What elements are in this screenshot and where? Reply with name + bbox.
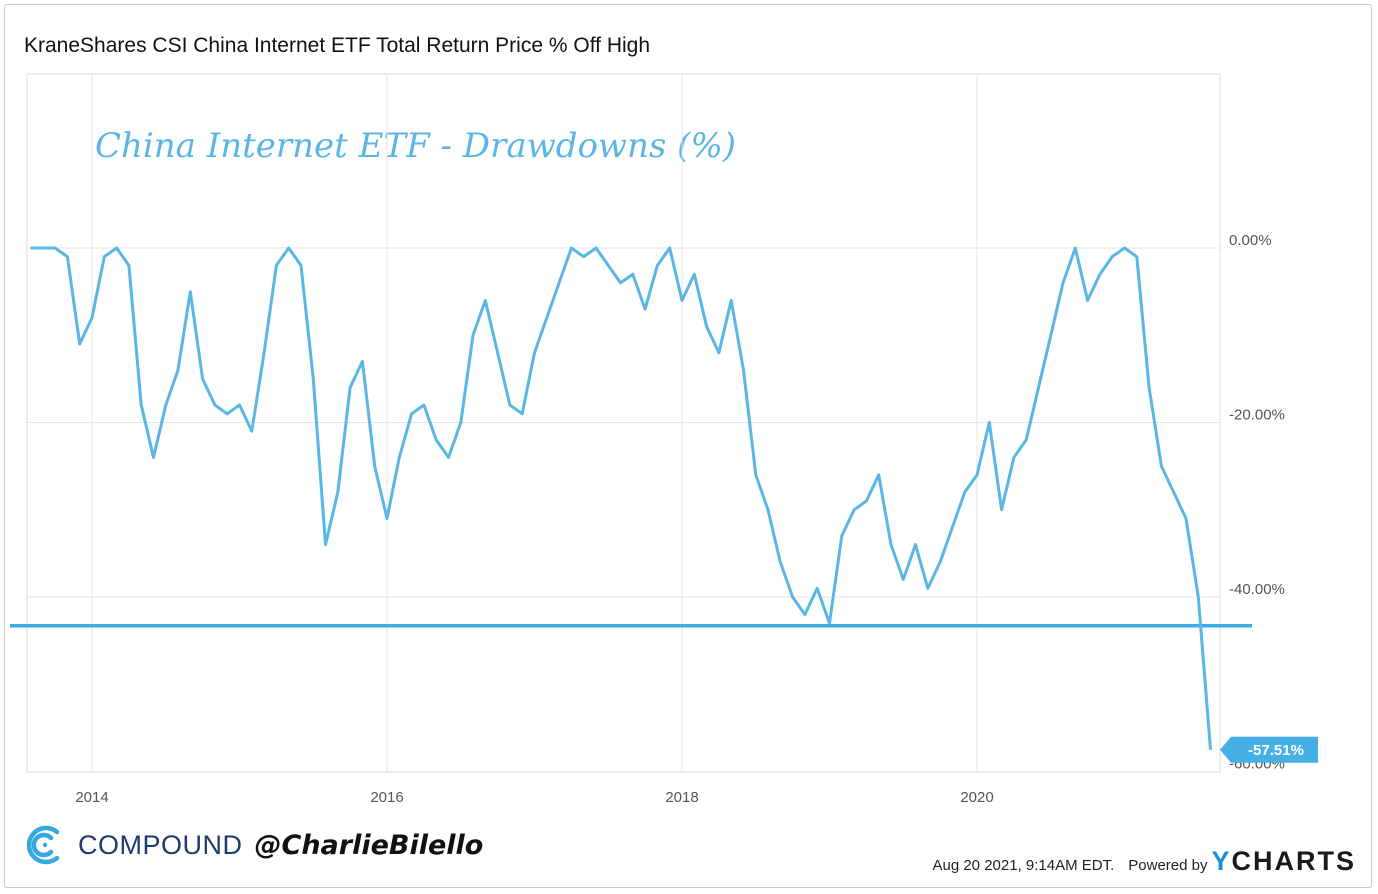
last-value-badge-shape <box>1220 736 1318 763</box>
chart-title: KraneShares CSI China Internet ETF Total… <box>24 34 651 57</box>
y-tick-label: -20.00% <box>1229 407 1285 424</box>
y-tick-label: 0.00% <box>1229 232 1272 249</box>
x-tick-label: 2020 <box>960 789 993 806</box>
gridlines <box>27 74 1220 772</box>
last-value-label: -57.51% <box>1248 742 1304 759</box>
ycharts-logo[interactable]: YCHARTS <box>1211 846 1356 877</box>
x-axis-ticks: 2014 2016 2018 2020 <box>75 789 993 806</box>
x-tick-label: 2014 <box>75 789 108 806</box>
compound-logo-icon <box>26 825 60 865</box>
footer: Aug 20 2021, 9:14AM EDT. Powered by YCHA… <box>932 846 1356 877</box>
series-line <box>30 246 1212 750</box>
chart-annotation: China Internet ETF - Drawdowns (%) <box>95 126 737 166</box>
last-value-badge: -57.51% <box>1220 736 1318 763</box>
x-tick-label: 2016 <box>370 789 403 806</box>
compound-brand-name: COMPOUND <box>78 829 243 860</box>
ycharts-logo-y: Y <box>1211 846 1232 876</box>
y-axis-ticks: 0.00%-20.00%-40.00%-60.00% <box>1229 232 1285 773</box>
brand-block: COMPOUND @CharlieBilello <box>24 820 483 870</box>
chart-frame <box>4 4 1372 888</box>
ycharts-logo-text: CHARTS <box>1231 846 1356 876</box>
twitter-handle: @CharlieBilello <box>254 829 484 861</box>
y-tick-label: -40.00% <box>1229 581 1285 598</box>
x-tick-label: 2018 <box>665 789 698 806</box>
timestamp: Aug 20 2021, 9:14AM EDT. <box>932 857 1115 874</box>
powered-by-label: Powered by <box>1128 857 1208 874</box>
